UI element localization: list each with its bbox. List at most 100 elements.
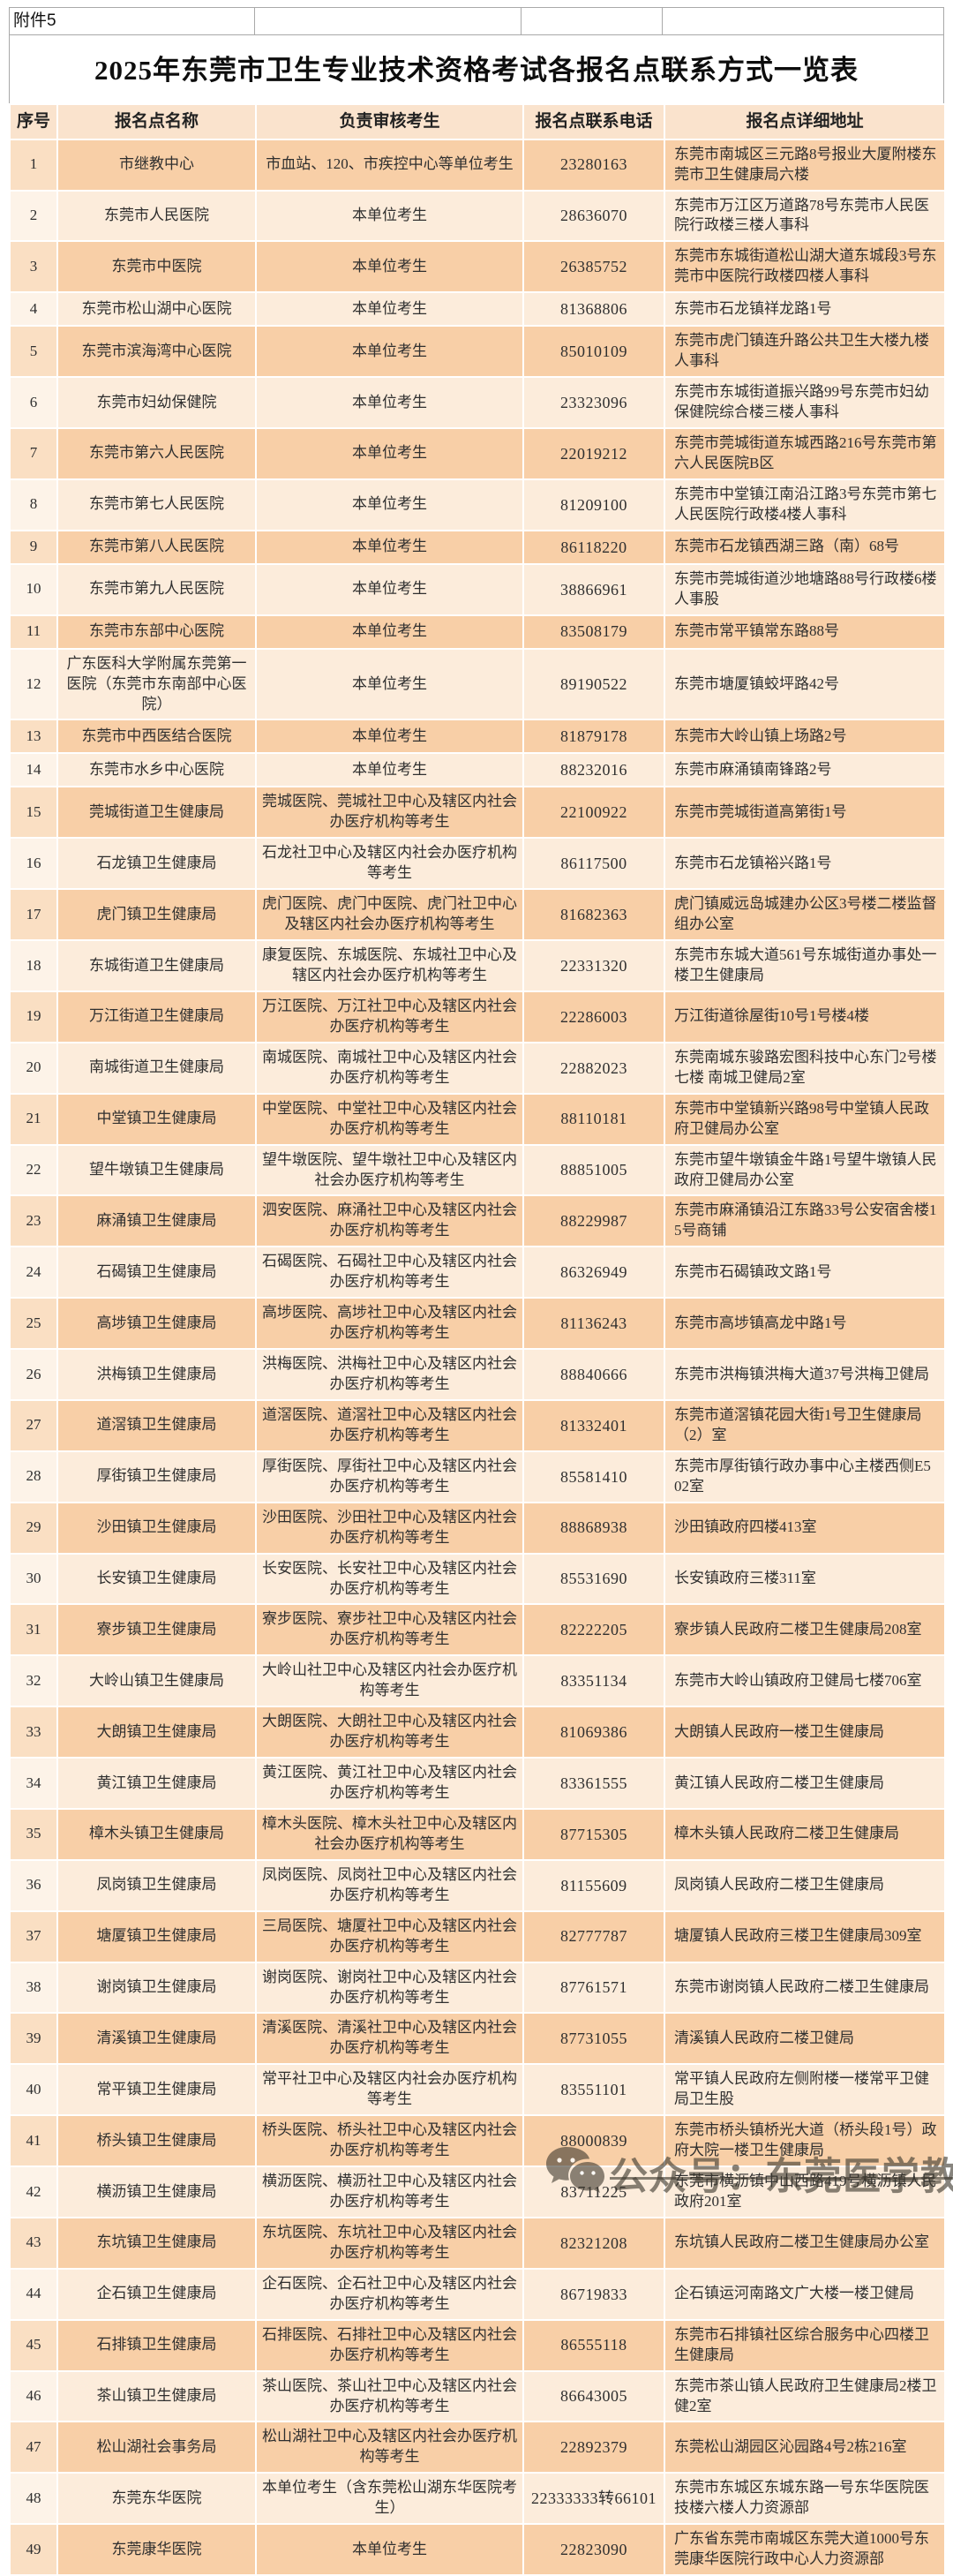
table-row: 44 企石镇卫生健康局 企石医院、企石社卫中心及辖区内社会办医疗机构等考生 86… bbox=[9, 2267, 946, 2321]
cell-review: 石排医院、石排社卫中心及辖区内社会办医疗机构等考生 bbox=[255, 2318, 524, 2372]
cell-name: 万江街道卫生健康局 bbox=[56, 990, 257, 1043]
column-header-index: 序号 bbox=[9, 103, 58, 140]
cell-index: 33 bbox=[9, 1706, 58, 1759]
cell-name: 黄江镇卫生健康局 bbox=[56, 1757, 257, 1810]
cell-phone: 22100922 bbox=[522, 786, 665, 840]
table-row: 19 万江街道卫生健康局 万江医院、万江社卫中心及辖区内社会办医疗机构等考生 2… bbox=[9, 990, 946, 1043]
column-header-phone: 报名点联系电话 bbox=[522, 103, 665, 140]
cell-address: 东莞市道滘镇花园大街1号卫生健康局（2）室 bbox=[664, 1398, 946, 1452]
column-header-name: 报名点名称 bbox=[56, 103, 257, 140]
table-row: 13 东莞市中西医结合医院 本单位考生 81879178 东莞市大岭山镇上场路2… bbox=[9, 719, 946, 755]
page-title: 2025年东莞市卫生专业技术资格考试各报名点联系方式一览表 bbox=[94, 55, 859, 86]
cell-name: 东莞市滨海湾中心医院 bbox=[56, 325, 257, 379]
cell-index: 7 bbox=[9, 427, 58, 480]
cell-review: 本单位考生 bbox=[255, 752, 524, 788]
cell-name: 石碣镇卫生健康局 bbox=[56, 1246, 257, 1299]
table-row: 49 东莞康华医院 本单位考生 22823090 广东省东莞市南城区东莞大道10… bbox=[9, 2523, 946, 2576]
cell-index: 1 bbox=[9, 138, 58, 192]
table-row: 42 横沥镇卫生健康局 横沥医院、横沥社卫中心及辖区内社会办医疗机构等考生 83… bbox=[9, 2165, 946, 2218]
cell-review: 道滘医院、道滘社卫中心及辖区内社会办医疗机构等考生 bbox=[255, 1398, 524, 1452]
table-row: 36 凤岗镇卫生健康局 凤岗医院、凤岗社卫中心及辖区内社会办医疗机构等考生 81… bbox=[9, 1858, 946, 1912]
cell-index: 13 bbox=[9, 719, 58, 755]
cell-phone: 83508179 bbox=[522, 614, 665, 650]
cell-address: 东莞市莞城街道沙地塘路88号行政楼6楼人事股 bbox=[664, 562, 946, 616]
cell-name: 东莞市水乡中心医院 bbox=[56, 752, 257, 788]
column-header-address: 报名点详细地址 bbox=[664, 103, 946, 140]
cell-review: 凤岗医院、凤岗社卫中心及辖区内社会办医疗机构等考生 bbox=[255, 1858, 524, 1912]
table-row: 6 东莞市妇幼保健院 本单位考生 23323096 东莞市东城街道振兴路99号东… bbox=[9, 376, 946, 430]
table-row: 26 洪梅镇卫生健康局 洪梅医院、洪梅社卫中心及辖区内社会办医疗机构等考生 88… bbox=[9, 1348, 946, 1401]
cell-address: 东莞市茶山镇人民政府卫生健康局2楼卫健2室 bbox=[664, 2369, 946, 2423]
cell-phone: 83711225 bbox=[522, 2165, 665, 2218]
cell-index: 47 bbox=[9, 2421, 58, 2474]
cell-review: 东坑医院、东坑社卫中心及辖区内社会办医疗机构等考生 bbox=[255, 2216, 524, 2270]
cell-phone: 85581410 bbox=[522, 1450, 665, 1503]
cell-review: 本单位考生 bbox=[255, 2523, 524, 2576]
cell-phone: 81682363 bbox=[522, 888, 665, 942]
cell-review: 望牛墩医院、望牛墩社卫中心及辖区内社会办医疗机构等考生 bbox=[255, 1143, 524, 1197]
cell-index: 31 bbox=[9, 1603, 58, 1657]
cell-review: 沙田医院、沙田社卫中心及辖区内社会办医疗机构等考生 bbox=[255, 1501, 524, 1555]
cell-address: 东莞市石碣镇政文路1号 bbox=[664, 1246, 946, 1299]
cell-review: 松山湖社卫中心及辖区内社会办医疗机构等考生 bbox=[255, 2421, 524, 2474]
cell-review: 康复医院、东城医院、东城社卫中心及辖区内社会办医疗机构等考生 bbox=[255, 939, 524, 992]
cell-review: 本单位考生 bbox=[255, 719, 524, 755]
cell-name: 东莞市中西医结合医院 bbox=[56, 719, 257, 755]
cell-address: 东莞市东城街道振兴路99号东莞市妇幼保健院综合楼三楼人事科 bbox=[664, 376, 946, 430]
cell-phone: 87761571 bbox=[522, 1961, 665, 2015]
cell-address: 广东省东莞市南城区东莞大道1000号东莞康华医院行政中心人力资源部 bbox=[664, 2523, 946, 2576]
cell-name: 大朗镇卫生健康局 bbox=[56, 1706, 257, 1759]
table-row: 37 塘厦镇卫生健康局 三局医院、塘厦社卫中心及辖区内社会办医疗机构等考生 82… bbox=[9, 1909, 946, 1963]
cell-index: 2 bbox=[9, 189, 58, 243]
cell-name: 东莞康华医院 bbox=[56, 2523, 257, 2576]
cell-index: 30 bbox=[9, 1552, 58, 1606]
cell-review: 石龙社卫中心及辖区内社会办医疗机构等考生 bbox=[255, 837, 524, 891]
table-row: 12 广东医科大学附属东莞第一医院（东莞市东南部中心医院） 本单位考生 8919… bbox=[9, 647, 946, 721]
title-block: 2025年东莞市卫生专业技术资格考试各报名点联系方式一览表 bbox=[9, 35, 944, 103]
cell-address: 常平镇人民政府左侧附楼一楼常平卫健局卫生股 bbox=[664, 2063, 946, 2117]
cell-index: 45 bbox=[9, 2318, 58, 2372]
cell-name: 石龙镇卫生健康局 bbox=[56, 837, 257, 891]
cell-review: 洪梅医院、洪梅社卫中心及辖区内社会办医疗机构等考生 bbox=[255, 1348, 524, 1401]
column-header-review: 负责审核考生 bbox=[255, 103, 524, 140]
cell-review: 万江医院、万江社卫中心及辖区内社会办医疗机构等考生 bbox=[255, 990, 524, 1043]
cell-index: 22 bbox=[9, 1143, 58, 1197]
cell-index: 3 bbox=[9, 240, 58, 294]
empty-cell bbox=[521, 8, 662, 34]
cell-index: 39 bbox=[9, 2012, 58, 2066]
cell-name: 东莞市第七人民医院 bbox=[56, 478, 257, 531]
cell-name: 清溪镇卫生健康局 bbox=[56, 2012, 257, 2066]
cell-index: 10 bbox=[9, 562, 58, 616]
cell-name: 南城街道卫生健康局 bbox=[56, 1041, 257, 1095]
cell-review: 横沥医院、横沥社卫中心及辖区内社会办医疗机构等考生 bbox=[255, 2165, 524, 2218]
cell-address: 东莞市高埗镇高龙中路1号 bbox=[664, 1297, 946, 1351]
table-row: 35 樟木头镇卫生健康局 樟木头医院、樟木头社卫中心及辖区内社会办医疗机构等考生… bbox=[9, 1807, 946, 1861]
cell-index: 37 bbox=[9, 1909, 58, 1963]
cell-phone: 88840666 bbox=[522, 1348, 665, 1401]
cell-phone: 22882023 bbox=[522, 1041, 665, 1095]
cell-review: 本单位考生 bbox=[255, 376, 524, 430]
table-row: 3 东莞市中医院 本单位考生 26385752 东莞市东城街道松山湖大道东城段3… bbox=[9, 240, 946, 294]
cell-review: 高埗医院、高埗社卫中心及辖区内社会办医疗机构等考生 bbox=[255, 1297, 524, 1351]
cell-name: 常平镇卫生健康局 bbox=[56, 2063, 257, 2117]
cell-index: 32 bbox=[9, 1654, 58, 1708]
cell-address: 塘厦镇人民政府三楼卫生健康局309室 bbox=[664, 1909, 946, 1963]
table-row: 43 东坑镇卫生健康局 东坑医院、东坑社卫中心及辖区内社会办医疗机构等考生 82… bbox=[9, 2216, 946, 2270]
cell-address: 东莞南城东骏路宏图科技中心东门2号楼七楼 南城卫健局2室 bbox=[664, 1041, 946, 1095]
cell-index: 11 bbox=[9, 614, 58, 650]
cell-name: 横沥镇卫生健康局 bbox=[56, 2165, 257, 2218]
cell-phone: 85531690 bbox=[522, 1552, 665, 1606]
cell-phone: 26385752 bbox=[522, 240, 665, 294]
table-row: 34 黄江镇卫生健康局 黄江医院、黄江社卫中心及辖区内社会办医疗机构等考生 83… bbox=[9, 1757, 946, 1810]
cell-review: 市血站、120、市疾控中心等单位考生 bbox=[255, 138, 524, 192]
cell-address: 东莞市麻涌镇沿江东路33号公安宿舍楼15号商铺 bbox=[664, 1194, 946, 1248]
table-row: 15 莞城街道卫生健康局 莞城医院、莞城社卫中心及辖区内社会办医疗机构等考生 2… bbox=[9, 786, 946, 840]
table-row: 20 南城街道卫生健康局 南城医院、南城社卫中心及辖区内社会办医疗机构等考生 2… bbox=[9, 1041, 946, 1095]
cell-address: 企石镇运河南路文广大楼一楼卫健局 bbox=[664, 2267, 946, 2321]
table-row: 48 东莞东华医院 本单位考生（含东莞松山湖东华医院考生） 22333333转6… bbox=[9, 2472, 946, 2526]
table-row: 5 东莞市滨海湾中心医院 本单位考生 85010109 东莞市虎门镇连升路公共卫… bbox=[9, 325, 946, 379]
cell-name: 企石镇卫生健康局 bbox=[56, 2267, 257, 2321]
cell-index: 49 bbox=[9, 2523, 58, 2576]
table-row: 46 茶山镇卫生健康局 茶山医院、茶山社卫中心及辖区内社会办医疗机构等考生 86… bbox=[9, 2369, 946, 2423]
